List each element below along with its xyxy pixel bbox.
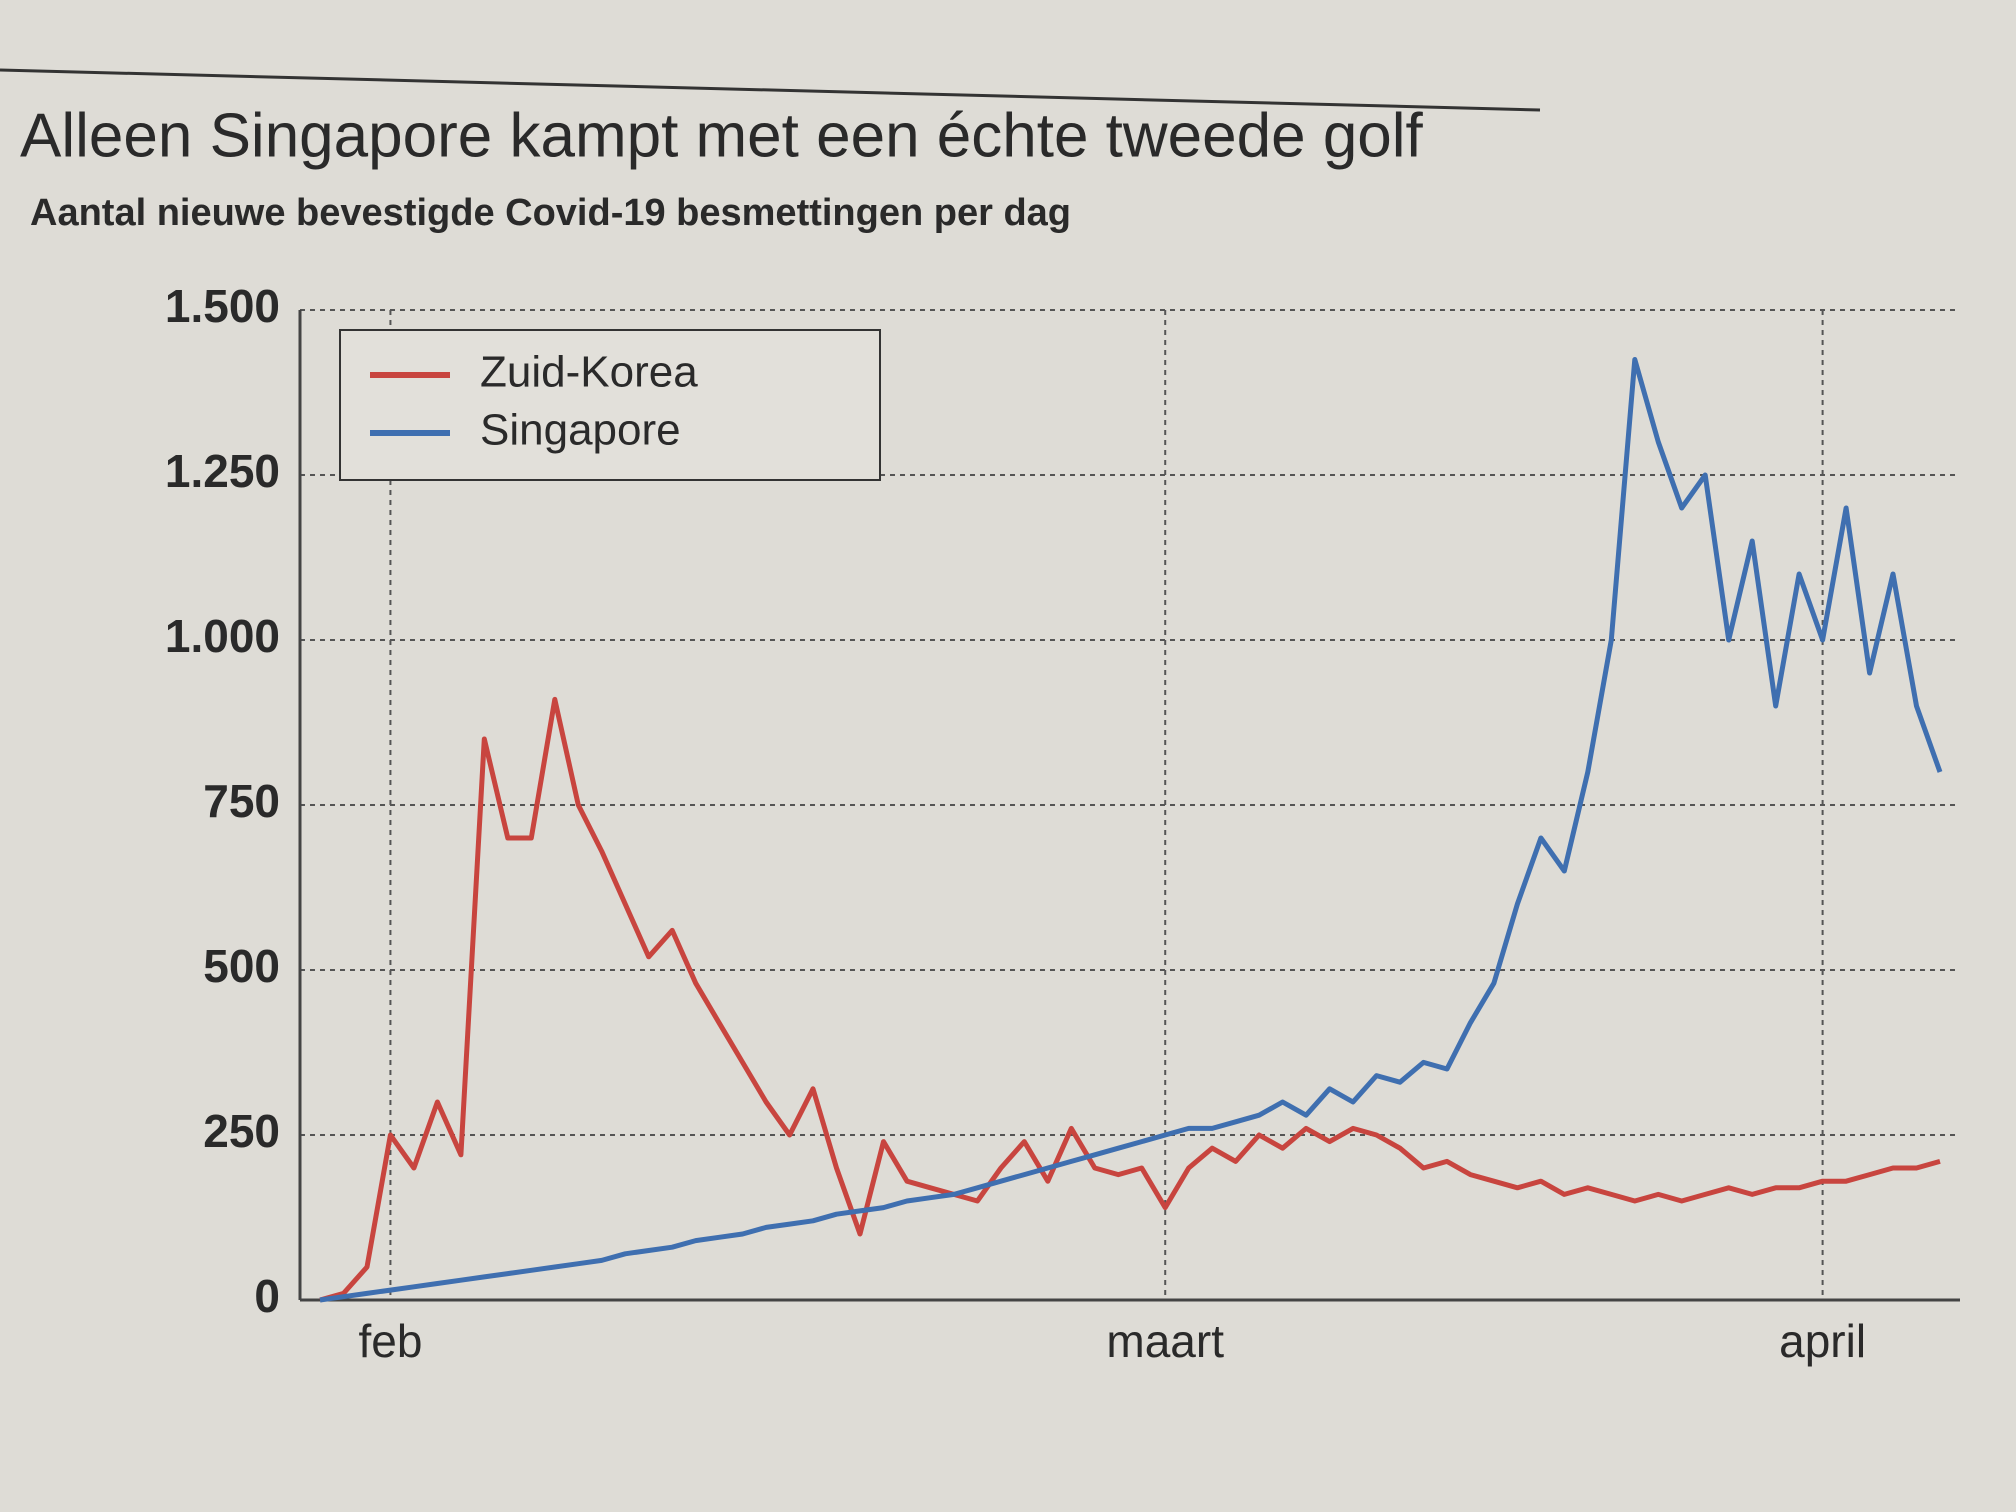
chart-subtitle: Aantal nieuwe bevestigde Covid-19 besmet… <box>30 192 1071 234</box>
legend-label: Zuid-Korea <box>480 348 698 397</box>
y-tick-label: 500 <box>203 940 280 992</box>
series-line <box>319 696 1941 1303</box>
y-tick-label: 1.000 <box>165 610 280 662</box>
x-tick-label: april <box>1779 1315 1866 1367</box>
y-tick-label: 750 <box>203 775 280 827</box>
y-tick-label: 1.250 <box>165 445 280 497</box>
x-tick-label: feb <box>358 1315 422 1367</box>
series-line <box>319 357 1943 1303</box>
y-tick-label: 250 <box>203 1105 280 1157</box>
chart-title: Alleen Singapore kampt met een échte twe… <box>20 101 1424 170</box>
x-tick-label: maart <box>1106 1315 1224 1367</box>
legend-box <box>339 329 881 481</box>
legend-label: Singapore <box>480 406 681 455</box>
rule <box>0 68 1541 112</box>
y-tick-label: 1.500 <box>165 280 280 332</box>
y-tick-label: 0 <box>254 1270 280 1322</box>
